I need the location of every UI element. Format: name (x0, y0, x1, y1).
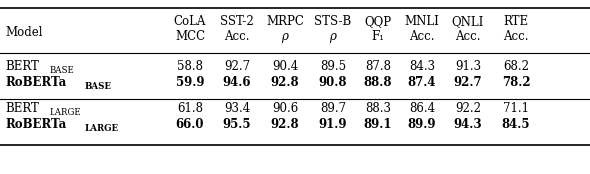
Text: 86.4: 86.4 (409, 102, 435, 115)
Text: LARGE: LARGE (85, 124, 119, 133)
Text: MCC: MCC (175, 30, 205, 43)
Text: 92.2: 92.2 (455, 102, 481, 115)
Text: 90.4: 90.4 (272, 60, 298, 73)
Text: 94.6: 94.6 (223, 76, 251, 89)
Text: 78.2: 78.2 (502, 76, 530, 89)
Text: Model: Model (5, 26, 42, 39)
Text: 87.4: 87.4 (408, 76, 436, 89)
Text: RTE: RTE (503, 15, 529, 28)
Text: 87.8: 87.8 (365, 60, 391, 73)
Text: CoLA: CoLA (174, 15, 206, 28)
Text: QNLI: QNLI (452, 15, 484, 28)
Text: 91.3: 91.3 (455, 60, 481, 73)
Text: 89.9: 89.9 (408, 118, 436, 131)
Text: 90.6: 90.6 (272, 102, 298, 115)
Text: 89.1: 89.1 (364, 118, 392, 131)
Text: 66.0: 66.0 (176, 118, 204, 131)
Text: 61.8: 61.8 (177, 102, 203, 115)
Text: 93.4: 93.4 (224, 102, 250, 115)
Text: BASE: BASE (85, 82, 112, 90)
Text: LARGE: LARGE (50, 108, 81, 117)
Text: ρ: ρ (281, 30, 289, 43)
Text: 88.3: 88.3 (365, 102, 391, 115)
Text: 84.5: 84.5 (502, 118, 530, 131)
Text: 94.3: 94.3 (454, 118, 482, 131)
Text: Acc.: Acc. (409, 30, 435, 43)
Text: 92.8: 92.8 (271, 118, 299, 131)
Text: 68.2: 68.2 (503, 60, 529, 73)
Text: 95.5: 95.5 (223, 118, 251, 131)
Text: RoBERTa: RoBERTa (5, 118, 66, 131)
Text: BASE: BASE (50, 66, 74, 74)
Text: F₁: F₁ (372, 30, 385, 43)
Text: 92.8: 92.8 (271, 76, 299, 89)
Text: 71.1: 71.1 (503, 102, 529, 115)
Text: Acc.: Acc. (224, 30, 250, 43)
Text: STS-B: STS-B (314, 15, 352, 28)
Text: 88.8: 88.8 (364, 76, 392, 89)
Text: QQP: QQP (365, 15, 392, 28)
Text: ρ: ρ (330, 30, 336, 43)
Text: 92.7: 92.7 (454, 76, 482, 89)
Text: Acc.: Acc. (455, 30, 481, 43)
Text: RoBERTa: RoBERTa (5, 76, 66, 89)
Text: 89.5: 89.5 (320, 60, 346, 73)
Text: Acc.: Acc. (503, 30, 529, 43)
Text: 91.9: 91.9 (319, 118, 348, 131)
Text: BERT: BERT (5, 102, 39, 115)
Text: 92.7: 92.7 (224, 60, 250, 73)
Text: BERT: BERT (5, 60, 39, 73)
Text: 84.3: 84.3 (409, 60, 435, 73)
Text: MNLI: MNLI (405, 15, 440, 28)
Text: 89.7: 89.7 (320, 102, 346, 115)
Text: MRPC: MRPC (266, 15, 304, 28)
Text: SST-2: SST-2 (220, 15, 254, 28)
Text: 90.8: 90.8 (319, 76, 348, 89)
Text: 59.9: 59.9 (176, 76, 204, 89)
Text: 58.8: 58.8 (177, 60, 203, 73)
